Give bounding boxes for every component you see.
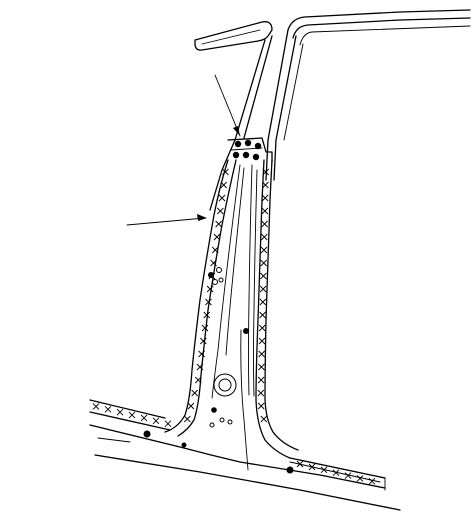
pillar-holes: [209, 267, 237, 428]
spot-weld: [234, 140, 242, 148]
sealer-x-mark: [320, 466, 328, 474]
sealer-x-mark: [259, 311, 266, 319]
spot-weld: [143, 430, 151, 438]
sealer-x-mark: [259, 298, 267, 306]
sealer-x-mark: [258, 363, 265, 371]
small-hole: [216, 267, 222, 273]
sealer-x-mark: [261, 207, 269, 215]
spot-weld: [286, 466, 294, 474]
pillar-outer-left: [164, 159, 237, 437]
small-hole: [212, 279, 218, 285]
sealer-x-mark: [164, 420, 172, 428]
small-hole: [218, 277, 224, 283]
spot-weld-cluster: [232, 139, 262, 161]
sealer-x-mark: [257, 376, 265, 384]
sealer-x-mark: [203, 311, 211, 319]
sealer-x-mark: [128, 411, 136, 419]
sealer-x-mark: [183, 415, 191, 423]
small-hole: [227, 419, 233, 425]
pillar-right: [240, 159, 299, 471]
sealer-x-mark: [258, 324, 266, 332]
access-hole-inner: [218, 378, 232, 392]
sealer-x-mark: [257, 402, 265, 410]
sealer-x-mark: [201, 324, 209, 332]
sealer-x-mark: [116, 408, 124, 416]
sealer-x-mark: [260, 233, 268, 241]
sealer-x-mark: [92, 403, 100, 410]
sealer-x-mark: [211, 246, 219, 254]
small-hole: [209, 422, 215, 428]
sealer-x-mark: [196, 363, 204, 371]
spot-weld: [242, 151, 250, 159]
sealer-x-mark: [260, 246, 268, 254]
sealer-x-mark: [296, 460, 304, 468]
sealer-x-mark: [191, 389, 199, 397]
sealer-x-mark: [258, 350, 266, 358]
sealer-x-mark: [208, 272, 216, 280]
sealer-x-mark: [215, 220, 222, 228]
rocker-sill: [89, 399, 401, 511]
sealer-x-mark: [308, 463, 316, 471]
sealer-x-mark: [260, 272, 267, 280]
front-door-frame: [209, 35, 273, 211]
callout-leaders: [126, 74, 241, 226]
sealer-x-mark: [222, 168, 229, 176]
roof-rail: [194, 9, 471, 51]
sealer-x-mark: [344, 472, 352, 479]
sealer-x-mark: [259, 285, 267, 293]
pillar-inner-left: [211, 164, 245, 399]
sealer-x-mark: [220, 181, 228, 189]
spot-weld: [211, 407, 217, 413]
sealer-x-mark: [261, 194, 269, 202]
sealer-x-mark: [206, 285, 214, 293]
spot-weld: [244, 139, 252, 147]
sealer-x-mark: [260, 415, 268, 423]
sealer-x-mark: [218, 194, 226, 202]
sealer-x-mark: [187, 402, 195, 410]
sealer-x-mark: [262, 168, 270, 176]
sealer-x-mark: [104, 406, 112, 413]
sealer-x-mark: [140, 414, 148, 422]
sealer-x-mark: [213, 233, 221, 241]
sealer-x-mark: [258, 337, 266, 345]
sealer-x-mark: [257, 389, 265, 397]
callout-upper-leader: [214, 74, 241, 137]
sealer-x-mark: [261, 220, 268, 228]
sealer-x-mark: [262, 181, 269, 189]
spot-weld: [254, 142, 262, 150]
small-hole: [219, 417, 225, 423]
sealer-x-mark: [200, 337, 207, 345]
sealer-x-mark: [260, 259, 268, 267]
spot-weld: [181, 442, 187, 448]
sealer-x-mark: [356, 475, 364, 482]
sealer-x-mark: [205, 298, 212, 306]
sealer-x-mark: [152, 417, 160, 425]
sealer-x-mark: [198, 350, 205, 358]
sealer-x-mark: [194, 376, 202, 384]
spot-welds-other: [143, 272, 294, 474]
sealer-x-mark: [217, 207, 224, 215]
spot-weld: [232, 151, 240, 159]
callout-left-leader: [126, 214, 207, 226]
sealer-x-mark: [368, 477, 376, 485]
spot-weld: [243, 328, 249, 334]
rear-door-frame: [265, 29, 304, 181]
sealer-x-mark: [210, 259, 217, 267]
sealer-x-mark: [332, 469, 340, 476]
spot-weld: [252, 153, 260, 161]
sealer-bead-marks: [92, 168, 376, 485]
